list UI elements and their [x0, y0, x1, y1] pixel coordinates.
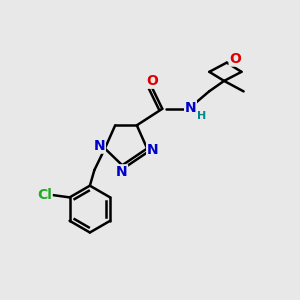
Text: Cl: Cl	[37, 188, 52, 202]
Text: N: N	[94, 139, 105, 153]
Text: N: N	[185, 100, 196, 115]
Text: O: O	[146, 74, 158, 88]
Text: N: N	[116, 165, 127, 179]
Text: H: H	[197, 111, 206, 121]
Text: N: N	[147, 143, 158, 157]
Text: O: O	[229, 52, 241, 66]
